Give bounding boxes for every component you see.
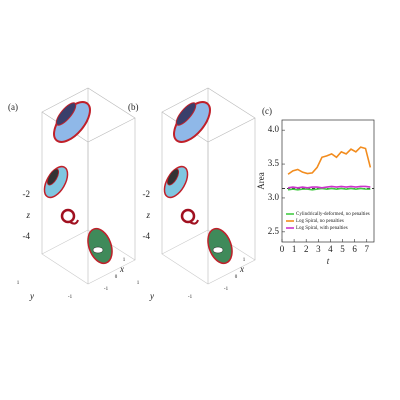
- spiral-tail: [189, 219, 199, 225]
- z-tick-label: -4: [143, 231, 151, 241]
- panel-label: (a): [8, 102, 18, 112]
- series-line: [287, 187, 371, 191]
- y-tick-label: 2.5: [268, 226, 280, 236]
- panel-3d: (b) -2 -4 z 1 -1 y 1 0 -1 x: [128, 87, 256, 301]
- y-tick-label: 3.0: [268, 192, 280, 202]
- x-tick-label: 1: [243, 258, 246, 263]
- series-line: [287, 185, 371, 189]
- tube-inner: [166, 168, 180, 186]
- x-tick-label: -1: [104, 287, 109, 292]
- tube-inner: [46, 168, 60, 186]
- z-tick-label: -2: [23, 189, 31, 199]
- legend-label: Cylindrically-deformed, no penalties: [296, 212, 370, 217]
- legend-label: Log Spiral, with penalties: [296, 226, 348, 231]
- x-tick-label: 0: [115, 275, 118, 280]
- x-tick-label: 6: [352, 244, 357, 254]
- cylinder: [87, 227, 113, 265]
- x-axis-label: x: [239, 264, 244, 274]
- x-tick-label: 7: [364, 244, 369, 254]
- x-tick-label: 3: [316, 244, 321, 254]
- x-axis-label: x: [119, 264, 124, 274]
- x-axis-label: t: [327, 256, 330, 266]
- panel-3d: (a) -2 -4 z 1 -1 y 1 0 -1 x: [8, 87, 136, 301]
- x-tick-label: 1: [123, 258, 126, 263]
- y-tick-label: -1: [68, 295, 73, 300]
- x-tick-label: 0: [235, 275, 238, 280]
- cylinder-hole: [212, 246, 224, 254]
- y-axis-label: y: [149, 291, 154, 301]
- panel-label: (c): [262, 106, 272, 116]
- tube: [43, 165, 69, 199]
- z-tick-label: -2: [143, 189, 151, 199]
- tube-inner: [175, 102, 197, 126]
- figure-content: (a)-2-4z1-1y10-1x(b)-2-4z1-1y10-1x(c)2.5…: [8, 87, 375, 301]
- cylinder-hole: [92, 246, 104, 254]
- cylinder: [207, 227, 233, 265]
- tube-inner: [55, 102, 77, 126]
- z-axis-label: z: [145, 210, 150, 220]
- spiral-tail: [69, 219, 79, 225]
- y-tick-label: 4.0: [268, 124, 280, 134]
- spiral: [180, 208, 196, 224]
- spiral: [60, 208, 76, 224]
- x-tick-label: 2: [304, 244, 309, 254]
- y-tick-label: 1: [17, 281, 20, 286]
- y-tick-label: 1: [137, 281, 140, 286]
- x-tick-label: 4: [328, 244, 333, 254]
- y-tick-label: 3.5: [268, 158, 280, 168]
- x-tick-label: -1: [224, 287, 229, 292]
- panel-label: (b): [128, 102, 139, 112]
- y-axis-label: y: [29, 291, 34, 301]
- plot-frame: [281, 119, 375, 243]
- z-tick-label: -4: [23, 231, 31, 241]
- tube: [163, 165, 189, 199]
- legend-label: Log Spiral, no penalties: [296, 219, 344, 224]
- x-tick-label: 5: [340, 244, 345, 254]
- z-axis-label: z: [25, 210, 30, 220]
- x-tick-label: 0: [280, 244, 285, 254]
- x-tick-label: 1: [292, 244, 297, 254]
- y-tick-label: -1: [188, 295, 193, 300]
- series-line: [287, 146, 372, 175]
- y-axis-label: Area: [256, 172, 266, 190]
